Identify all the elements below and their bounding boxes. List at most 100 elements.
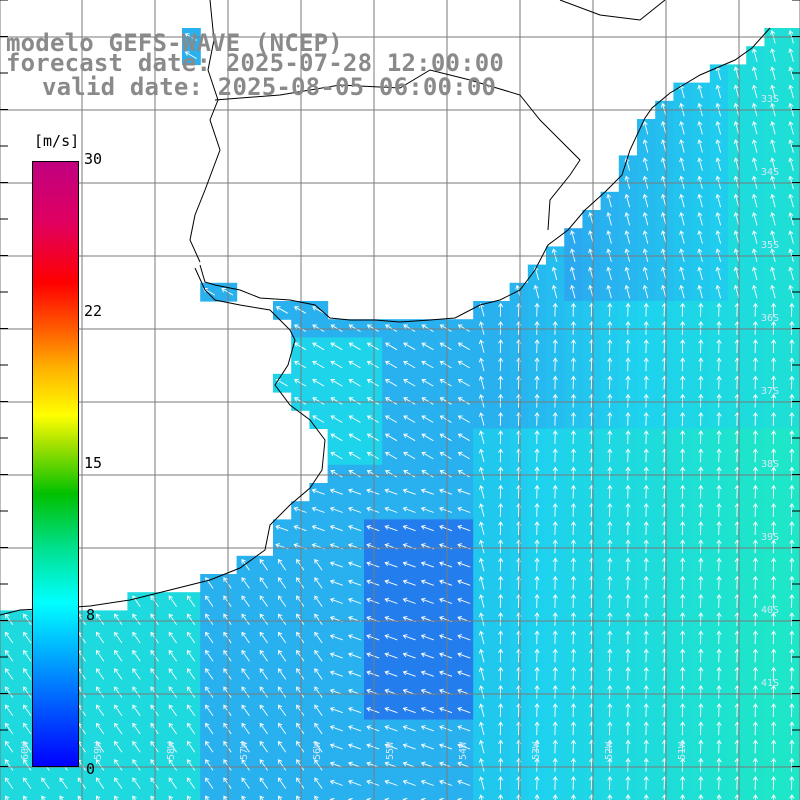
- wind-arrow: [402, 634, 416, 641]
- wind-arrow: [698, 757, 704, 772]
- wind-arrow: [570, 684, 576, 699]
- wind-arrow: [403, 470, 416, 478]
- wind-arrow: [4, 668, 14, 680]
- wind-arrow: [259, 668, 268, 680]
- wind-arrow: [241, 722, 250, 735]
- wind-arrow: [366, 342, 379, 351]
- wind-arrow: [421, 379, 434, 387]
- wind-arrow: [534, 757, 540, 772]
- wind-arrow: [311, 488, 325, 495]
- wind-arrow: [771, 757, 777, 772]
- wind-arrow: [680, 320, 686, 335]
- wind-arrow: [259, 613, 268, 626]
- wind-arrow: [293, 306, 307, 314]
- wind-arrow: [660, 157, 667, 171]
- wind-arrow: [716, 630, 722, 645]
- wind-arrow: [570, 302, 576, 317]
- wind-arrow: [752, 302, 758, 317]
- wind-arrow: [23, 777, 32, 789]
- wind-arrow: [498, 302, 504, 317]
- lat-label: 41S: [761, 678, 779, 689]
- wind-arrow: [788, 211, 794, 226]
- speed-cell: [782, 264, 800, 284]
- wind-arrow: [478, 757, 485, 772]
- wind-arrow: [168, 740, 177, 753]
- wind-arrow: [384, 579, 398, 586]
- wind-arrow: [716, 539, 722, 554]
- speed-cell: [91, 792, 110, 800]
- wind-arrow: [23, 649, 32, 662]
- wind-arrow: [698, 739, 704, 754]
- wind-arrow: [296, 649, 305, 662]
- wind-arrow: [679, 157, 685, 171]
- wind-arrow: [570, 411, 576, 426]
- lat-label: 34S: [761, 167, 779, 178]
- wind-arrow: [403, 342, 416, 351]
- wind-arrow: [314, 686, 323, 698]
- wind-arrow: [771, 302, 777, 317]
- wind-arrow: [789, 612, 795, 627]
- wind-arrow: [421, 324, 434, 332]
- wind-arrow: [439, 397, 452, 405]
- wind-arrow: [132, 613, 141, 626]
- wind-arrow: [202, 288, 216, 296]
- state-border: [214, 69, 581, 231]
- wind-arrow: [789, 703, 795, 718]
- wind-arrow: [366, 634, 380, 641]
- wind-arrow: [534, 320, 540, 335]
- wind-arrow: [384, 488, 398, 495]
- wind-arrow: [680, 757, 686, 772]
- wind-arrow: [132, 795, 137, 800]
- wind-arrow: [752, 575, 758, 590]
- wind-arrow: [366, 779, 380, 786]
- wind-arrow: [205, 740, 214, 753]
- wind-arrow: [607, 757, 613, 772]
- wind-arrow: [570, 575, 576, 590]
- wind-arrow: [625, 557, 631, 572]
- wind-arrow: [457, 488, 471, 495]
- speed-cell: [200, 792, 219, 800]
- wind-vectors: [4, 29, 795, 800]
- wind-arrow: [498, 739, 504, 754]
- wind-arrow: [348, 451, 361, 460]
- wind-arrow: [478, 339, 485, 353]
- wind-arrow: [330, 451, 343, 460]
- wind-arrow: [439, 706, 453, 714]
- wind-arrow: [168, 704, 177, 717]
- wind-arrow: [114, 631, 123, 644]
- wind-arrow: [716, 375, 722, 390]
- wind-arrow: [534, 703, 540, 718]
- wind-arrow: [277, 722, 287, 735]
- wind-arrow: [478, 685, 485, 699]
- wind-arrow: [607, 320, 613, 335]
- wind-arrow: [277, 649, 287, 662]
- wind-arrow: [752, 557, 758, 572]
- wind-arrow: [23, 722, 32, 735]
- wind-arrow: [348, 470, 361, 478]
- wind-arrow: [314, 631, 323, 644]
- colorbar-tick-8: 8: [86, 606, 96, 624]
- wind-arrow: [552, 320, 558, 335]
- wind-arrow: [789, 448, 795, 463]
- wind-arrow: [439, 634, 453, 641]
- wind-arrow: [366, 670, 380, 677]
- wind-arrow: [789, 320, 795, 335]
- wind-arrow: [457, 652, 471, 659]
- wind-arrow: [366, 524, 380, 532]
- wind-arrow: [625, 593, 631, 608]
- wind-arrow: [733, 66, 740, 80]
- wind-arrow: [296, 613, 305, 626]
- wind-arrow: [366, 397, 379, 405]
- wind-arrow: [751, 284, 758, 299]
- wind-arrow: [498, 411, 504, 426]
- wind-arrow: [348, 634, 362, 641]
- wind-arrow: [715, 284, 722, 299]
- wind-arrow: [23, 631, 32, 644]
- wind-arrow: [77, 795, 83, 800]
- wind-arrow: [625, 630, 631, 645]
- wind-arrow: [259, 704, 268, 717]
- wind-arrow: [680, 502, 686, 517]
- wind-arrow: [420, 797, 426, 800]
- wind-arrow: [570, 339, 576, 354]
- wind-arrow: [752, 775, 758, 790]
